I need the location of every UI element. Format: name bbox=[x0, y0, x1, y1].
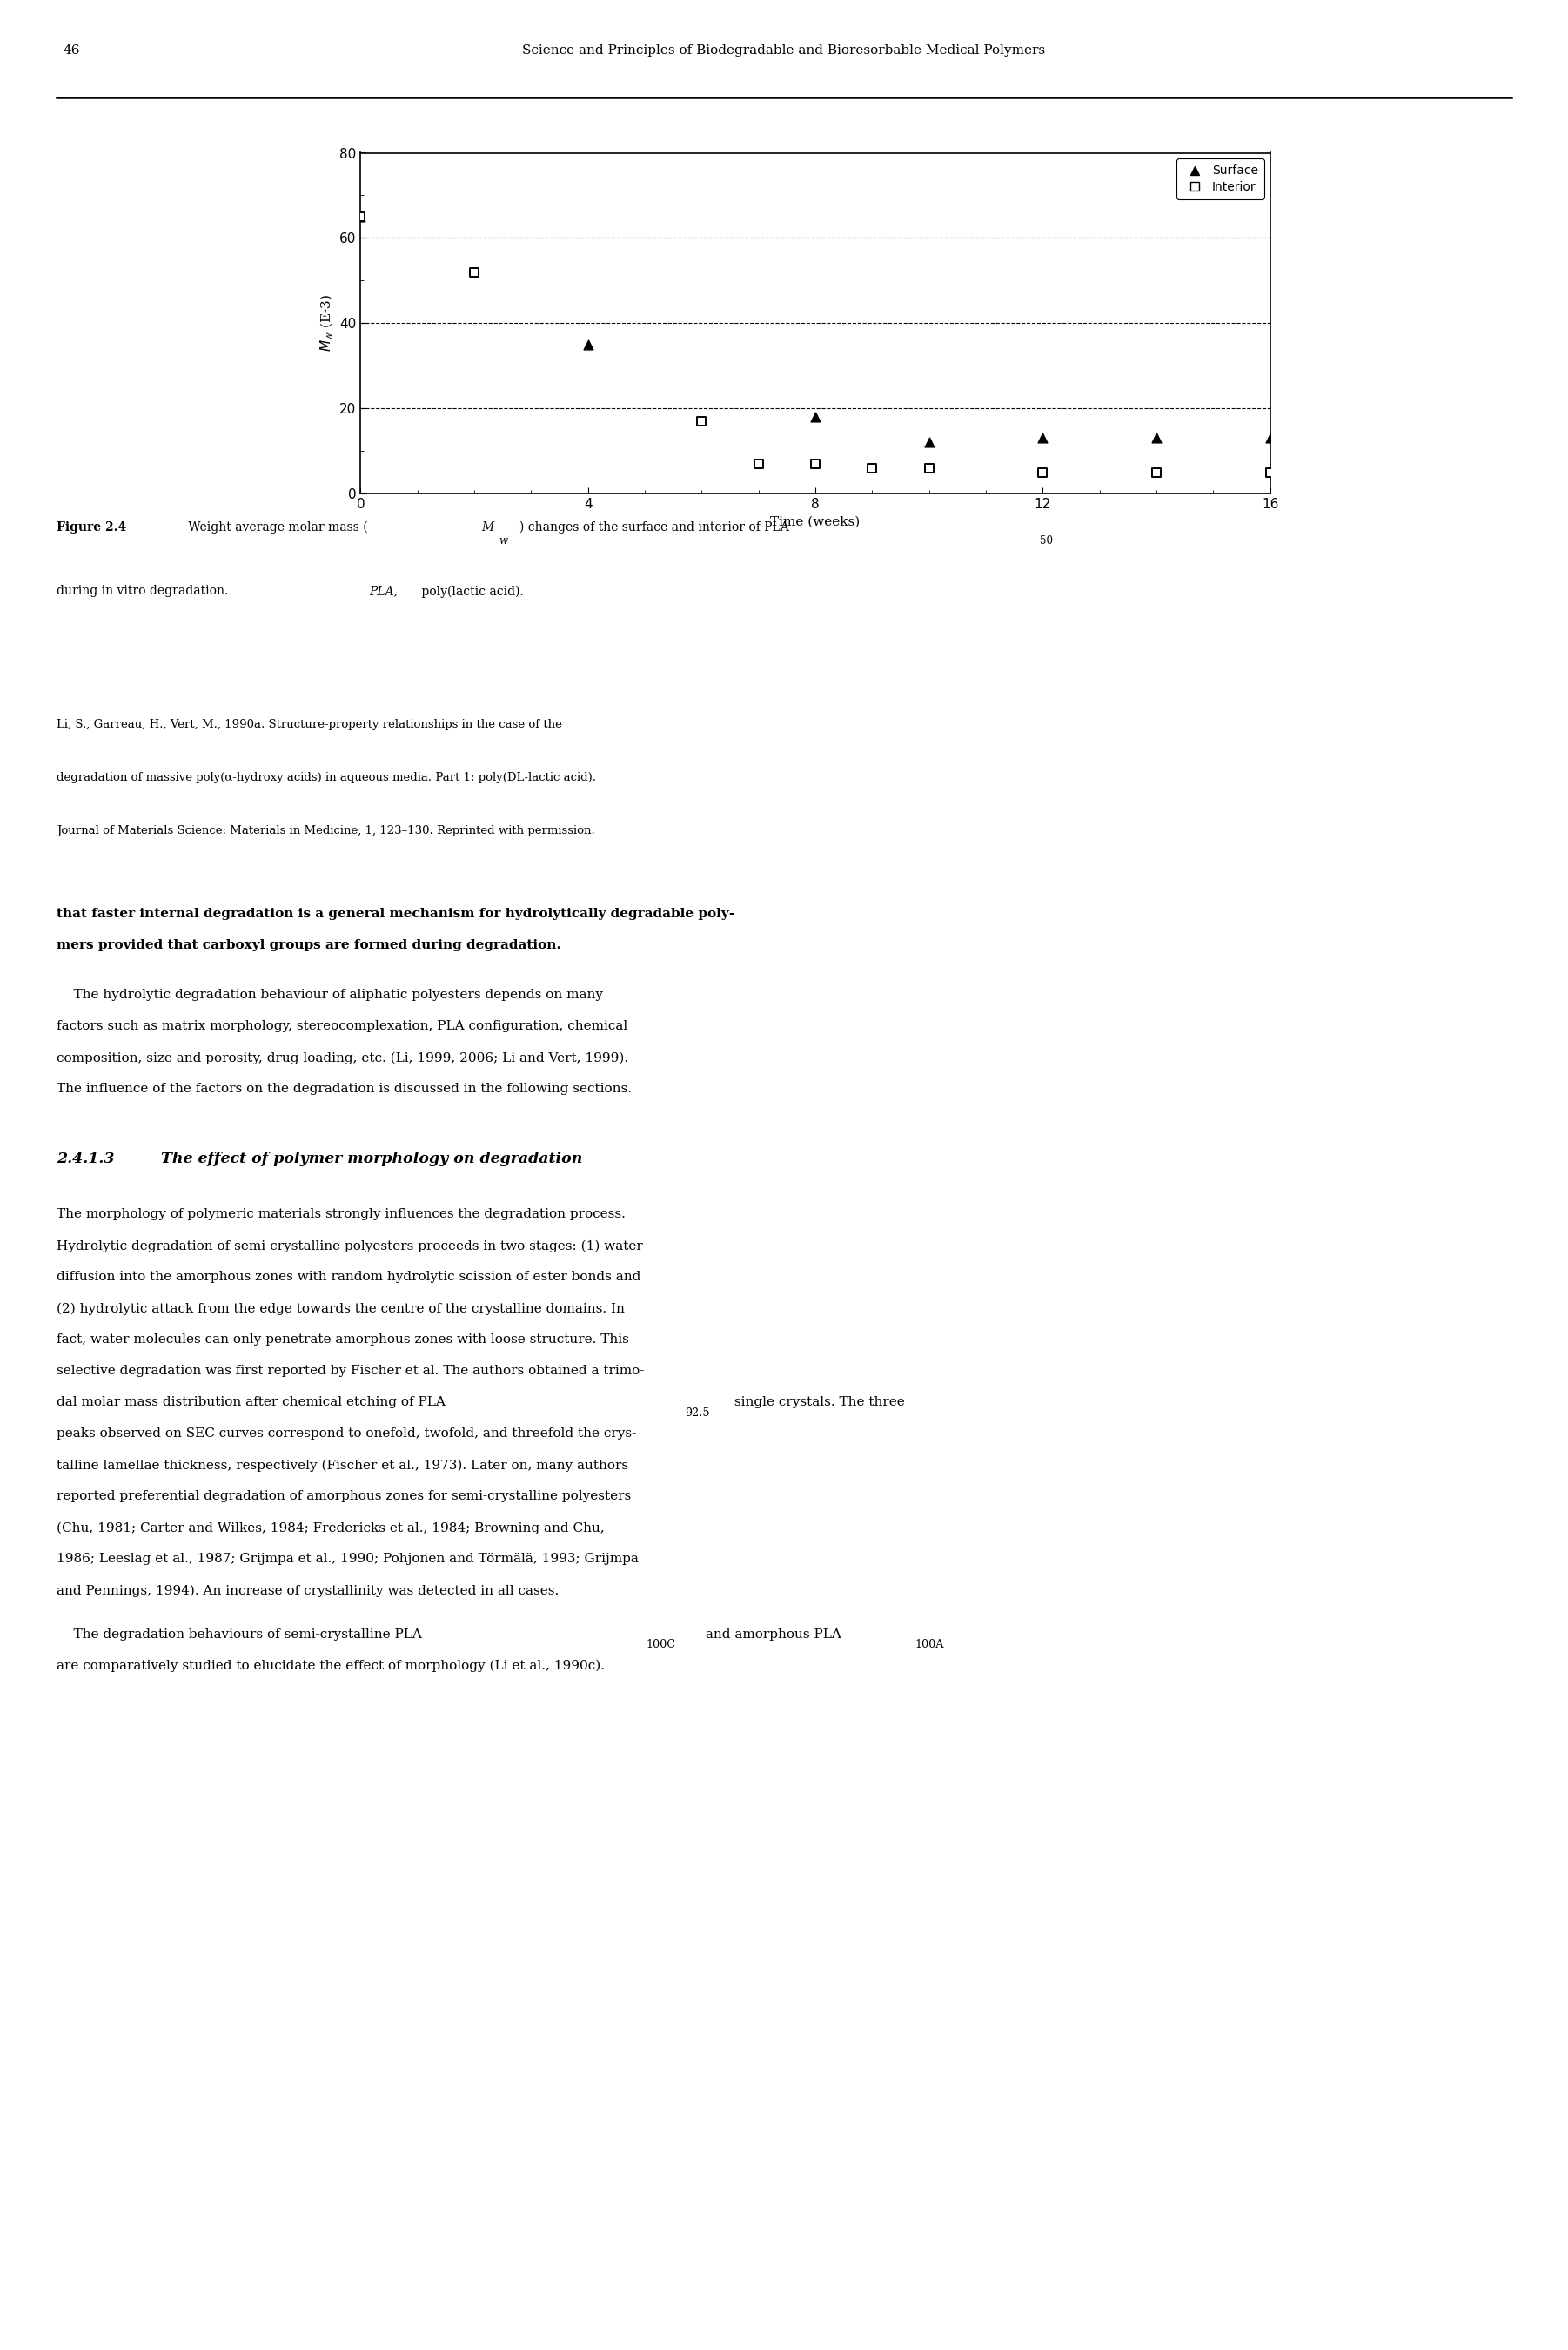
Text: (2) hydrolytic attack from the edge towards the centre of the crystalline domain: (2) hydrolytic attack from the edge towa… bbox=[56, 1302, 624, 1314]
Text: (Chu, 1981; Carter and Wilkes, 1984; Fredericks et al., 1984; Browning and Chu,: (Chu, 1981; Carter and Wilkes, 1984; Fre… bbox=[56, 1520, 604, 1535]
Surface bbox=[1143, 418, 1168, 456]
Text: single crystals. The three: single crystals. The three bbox=[731, 1396, 905, 1408]
Text: 50: 50 bbox=[1040, 536, 1054, 548]
Interior bbox=[461, 254, 486, 291]
Interior bbox=[746, 444, 771, 482]
Text: 100A: 100A bbox=[916, 1638, 944, 1650]
Surface bbox=[575, 327, 601, 364]
Text: composition, size and porosity, drug loading, etc. (Li, 1999, 2006; Li and Vert,: composition, size and porosity, drug loa… bbox=[56, 1053, 629, 1065]
Surface bbox=[803, 397, 828, 435]
Text: 46: 46 bbox=[63, 45, 80, 56]
Text: 2.4.1.3: 2.4.1.3 bbox=[56, 1152, 114, 1166]
Text: The morphology of polymeric materials strongly influences the degradation proces: The morphology of polymeric materials st… bbox=[56, 1208, 626, 1220]
Text: are comparatively studied to elucidate the effect of morphology (Li et al., 1990: are comparatively studied to elucidate t… bbox=[56, 1659, 605, 1671]
Surface bbox=[348, 197, 373, 235]
Text: Weight average molar mass (: Weight average molar mass ( bbox=[185, 522, 368, 533]
Text: Figure 2.4: Figure 2.4 bbox=[56, 522, 127, 533]
Interior bbox=[803, 444, 828, 482]
Surface bbox=[1030, 418, 1055, 456]
Text: Li, S., Garreau, H., Vert, M., 1990a. Structure-property relationships in the ca: Li, S., Garreau, H., Vert, M., 1990a. St… bbox=[56, 719, 561, 731]
Text: peaks observed on SEC curves correspond to onefold, twofold, and threefold the c: peaks observed on SEC curves correspond … bbox=[56, 1426, 637, 1441]
Text: dal molar mass distribution after chemical etching of PLA: dal molar mass distribution after chemic… bbox=[56, 1396, 445, 1408]
Interior bbox=[916, 449, 941, 486]
Text: fact, water molecules can only penetrate amorphous zones with loose structure. T: fact, water molecules can only penetrate… bbox=[56, 1332, 629, 1347]
Interior bbox=[1258, 454, 1283, 491]
Text: talline lamellae thickness, respectively (Fischer et al., 1973). Later on, many : talline lamellae thickness, respectively… bbox=[56, 1459, 629, 1471]
Interior bbox=[348, 197, 373, 235]
Text: M: M bbox=[481, 522, 494, 533]
Text: The effect of polymer morphology on degradation: The effect of polymer morphology on degr… bbox=[162, 1152, 583, 1166]
Text: poly(lactic acid).: poly(lactic acid). bbox=[417, 585, 524, 597]
Text: 1986; Leeslag et al., 1987; Grijmpa et al., 1990; Pohjonen and Törmälä, 1993; Gr: 1986; Leeslag et al., 1987; Grijmpa et a… bbox=[56, 1553, 638, 1565]
Text: w: w bbox=[499, 536, 508, 548]
Text: that faster internal degradation is a general mechanism for hydrolytically degra: that faster internal degradation is a ge… bbox=[56, 907, 734, 919]
Text: Hydrolytic degradation of semi-crystalline polyesters proceeds in two stages: (1: Hydrolytic degradation of semi-crystalli… bbox=[56, 1238, 643, 1253]
Text: and amorphous PLA: and amorphous PLA bbox=[701, 1629, 840, 1640]
Text: 92.5: 92.5 bbox=[685, 1408, 710, 1419]
Interior bbox=[1143, 454, 1168, 491]
Text: and Pennings, 1994). An increase of crystallinity was detected in all cases.: and Pennings, 1994). An increase of crys… bbox=[56, 1584, 558, 1596]
Text: reported preferential degradation of amorphous zones for semi-crystalline polyes: reported preferential degradation of amo… bbox=[56, 1490, 630, 1502]
Text: ) changes of the surface and interior of PLA: ) changes of the surface and interior of… bbox=[519, 522, 789, 533]
Text: Journal of Materials Science: Materials in Medicine, 1, 123–130. Reprinted with : Journal of Materials Science: Materials … bbox=[56, 825, 594, 837]
Text: PLA,: PLA, bbox=[370, 585, 398, 597]
Surface bbox=[916, 423, 941, 461]
Text: degradation of massive poly(α-hydroxy acids) in aqueous media. Part 1: poly(DL-l: degradation of massive poly(α-hydroxy ac… bbox=[56, 771, 596, 783]
Text: selective degradation was first reported by Fischer et al. The authors obtained : selective degradation was first reported… bbox=[56, 1365, 644, 1377]
Text: factors such as matrix morphology, stereocomplexation, PLA configuration, chemic: factors such as matrix morphology, stere… bbox=[56, 1020, 627, 1032]
Interior bbox=[859, 449, 884, 486]
Surface bbox=[1258, 418, 1283, 456]
Y-axis label: $\it{M}_{\it{w}}$ (E-3): $\it{M}_{\it{w}}$ (E-3) bbox=[318, 294, 334, 352]
X-axis label: Time (weeks): Time (weeks) bbox=[770, 515, 861, 529]
Legend: Surface, Interior: Surface, Interior bbox=[1178, 160, 1264, 200]
Text: mers provided that carboxyl groups are formed during degradation.: mers provided that carboxyl groups are f… bbox=[56, 940, 561, 952]
Text: Science and Principles of Biodegradable and Bioresorbable Medical Polymers: Science and Principles of Biodegradable … bbox=[522, 45, 1046, 56]
Interior bbox=[1030, 454, 1055, 491]
Text: diffusion into the amorphous zones with random hydrolytic scission of ester bond: diffusion into the amorphous zones with … bbox=[56, 1271, 641, 1283]
Text: during in vitro degradation.: during in vitro degradation. bbox=[56, 585, 232, 597]
Text: 100C: 100C bbox=[646, 1638, 676, 1650]
Text: The degradation behaviours of semi-crystalline PLA: The degradation behaviours of semi-cryst… bbox=[56, 1629, 422, 1640]
Text: The influence of the factors on the degradation is discussed in the following se: The influence of the factors on the degr… bbox=[56, 1083, 632, 1095]
Interior bbox=[690, 402, 715, 439]
Text: The hydrolytic degradation behaviour of aliphatic polyesters depends on many: The hydrolytic degradation behaviour of … bbox=[56, 989, 604, 1001]
